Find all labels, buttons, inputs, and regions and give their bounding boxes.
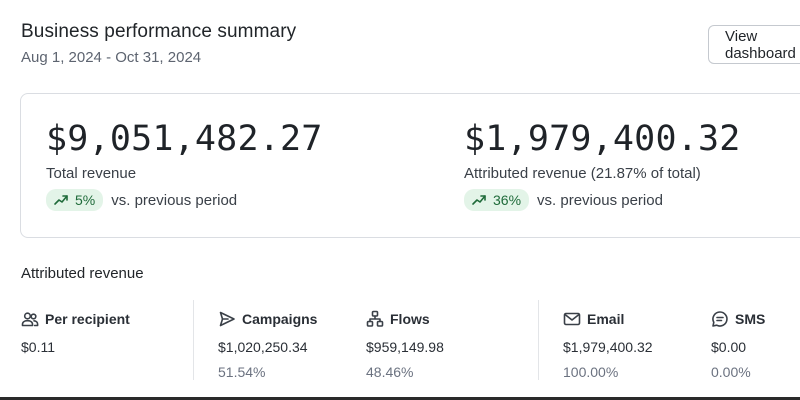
stat-per-recipient: Per recipient $0.11 <box>21 309 130 355</box>
trend-comparison-text: vs. previous period <box>537 191 663 209</box>
revenue-summary-card: $9,051,482.27 Total revenue 5% vs. previ… <box>20 93 800 238</box>
stat-percent: 51.54% <box>218 364 266 380</box>
stat-header: Email <box>563 309 653 329</box>
flow-icon <box>366 310 384 327</box>
trend-badge: 5% <box>46 189 104 211</box>
total-revenue-value: $9,051,482.27 <box>46 119 323 159</box>
bottom-border <box>0 397 800 400</box>
send-icon <box>219 311 235 327</box>
stat-label: Campaigns <box>242 311 318 327</box>
stat-value: $0.00 <box>711 339 747 355</box>
stat-label: Per recipient <box>45 311 130 327</box>
trend-comparison-text: vs. previous period <box>111 191 238 209</box>
stat-header: Campaigns <box>218 309 317 329</box>
trend-up-icon <box>472 195 486 205</box>
view-dashboard-button[interactable]: View dashboard <box>708 25 800 64</box>
trend-percent: 5% <box>75 192 96 208</box>
stat-percent: 100.00% <box>563 364 619 380</box>
stat-email: Email $1,979,400.32 100.00% <box>563 309 653 380</box>
stat-flows: Flows $959,149.98 48.46% <box>366 309 444 380</box>
stat-label: Email <box>587 311 625 327</box>
stat-sms: SMS $0.00 0.00% <box>711 309 765 380</box>
trend-percent: 36% <box>493 192 522 208</box>
stat-value: $0.11 <box>21 339 55 355</box>
stat-percent: 48.46% <box>366 364 414 380</box>
total-revenue-metric: $9,051,482.27 Total revenue 5% vs. previ… <box>46 118 323 211</box>
stat-label: Flows <box>390 311 430 327</box>
users-icon <box>21 312 39 327</box>
stat-value: $1,020,250.34 <box>218 339 308 355</box>
total-revenue-trend: 5% vs. previous period <box>46 189 323 211</box>
stat-percent: 0.00% <box>711 364 751 380</box>
stat-divider <box>538 300 539 380</box>
stat-header: SMS <box>711 309 765 329</box>
attributed-revenue-section-title: Attributed revenue <box>21 265 144 282</box>
stat-value: $1,979,400.32 <box>563 339 653 355</box>
stat-campaigns: Campaigns $1,020,250.34 51.54% <box>218 309 317 380</box>
stat-header: Per recipient <box>21 309 130 329</box>
page-title: Business performance summary <box>21 21 297 42</box>
total-revenue-label: Total revenue <box>46 165 137 182</box>
stat-value: $959,149.98 <box>366 339 444 355</box>
stat-label: SMS <box>735 311 766 327</box>
trend-up-icon <box>54 195 68 205</box>
attributed-revenue-metric: $1,979,400.32 Attributed revenue (21.87%… <box>464 118 741 211</box>
stat-header: Flows <box>366 309 444 329</box>
attributed-revenue-value: $1,979,400.32 <box>464 119 741 159</box>
sms-icon <box>712 311 728 327</box>
attributed-revenue-label: Attributed revenue (21.87% of total) <box>464 165 701 182</box>
trend-badge: 36% <box>464 189 530 211</box>
date-range: Aug 1, 2024 - Oct 31, 2024 <box>21 49 202 66</box>
attributed-revenue-trend: 36% vs. previous period <box>464 189 741 211</box>
stat-divider <box>193 300 194 380</box>
mail-icon <box>563 312 581 326</box>
